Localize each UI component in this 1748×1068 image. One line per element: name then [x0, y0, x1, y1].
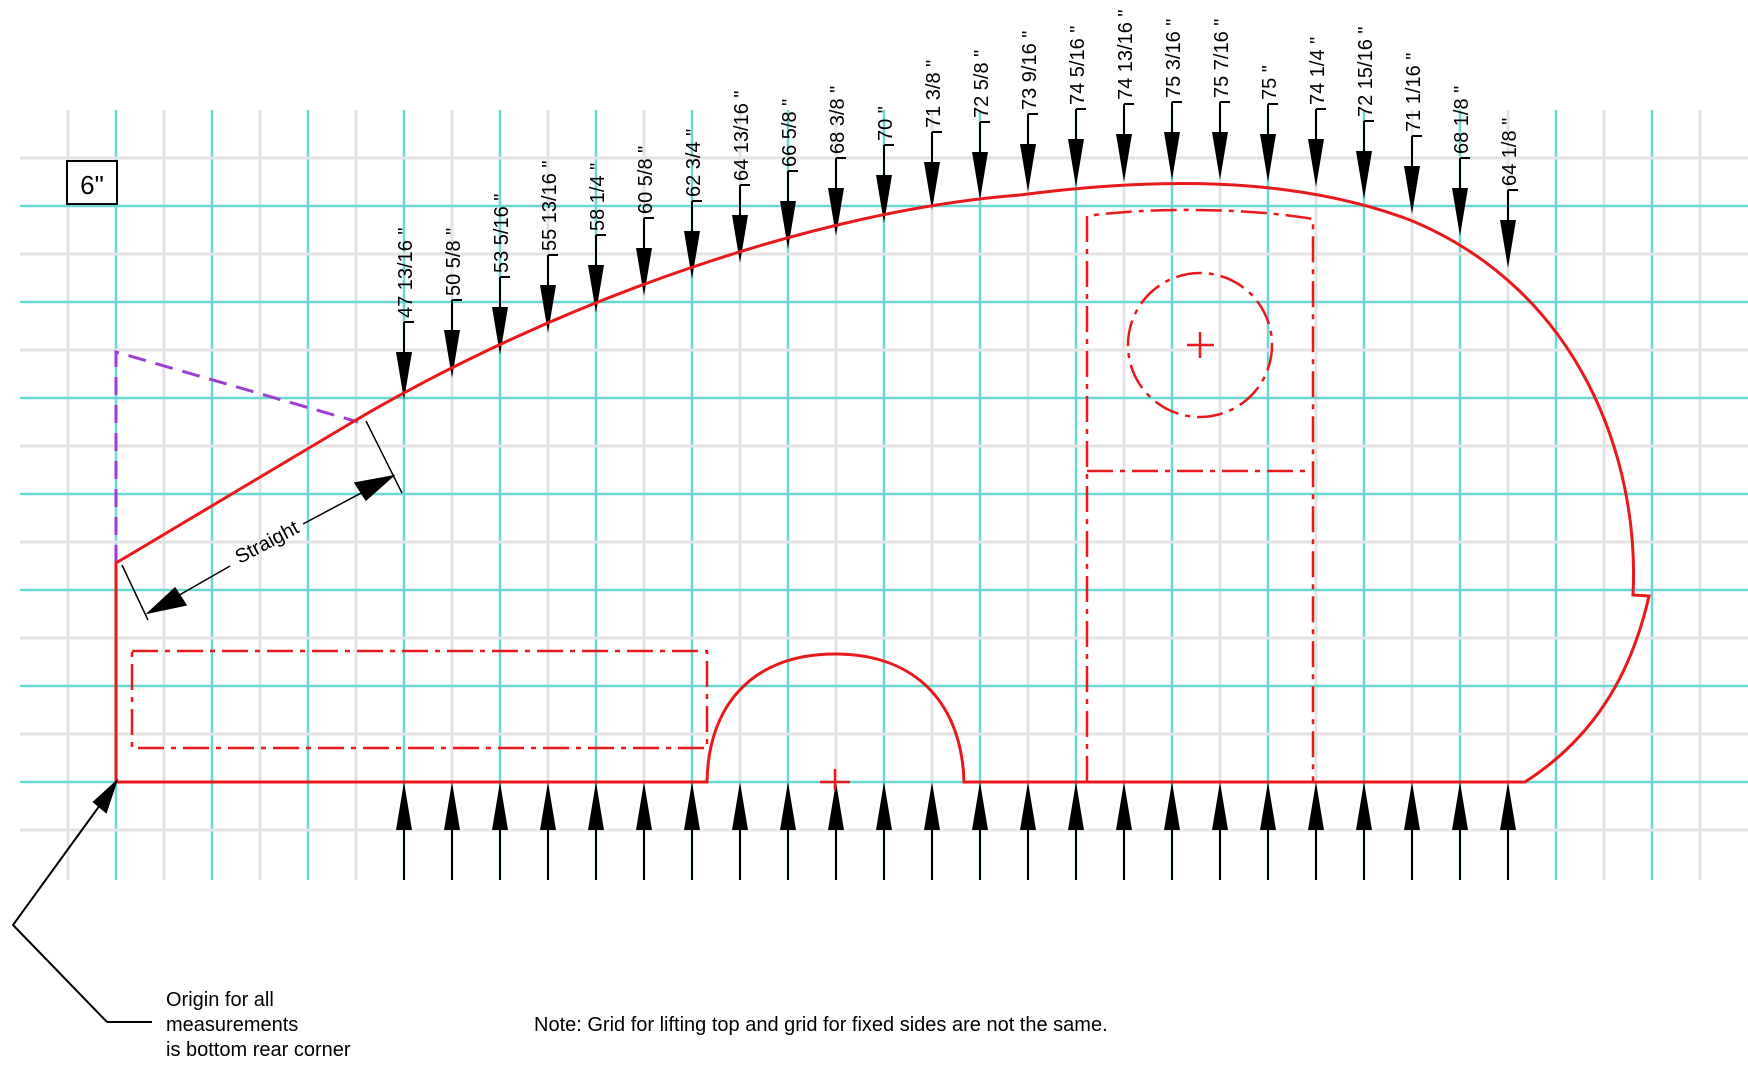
bottom-arrow: [588, 782, 604, 880]
top-arrow: 73 9/16 ": [1019, 31, 1041, 192]
top-arrow: 74 1/4 ": [1307, 37, 1329, 187]
measurement-label: 72 5/8 ": [971, 50, 993, 118]
bottom-measurement-arrows: [396, 782, 1516, 880]
bottom-arrow: [924, 782, 940, 880]
measurement-label: 68 1/8 ": [1451, 86, 1473, 154]
measurement-label: 75 ": [1259, 65, 1281, 100]
top-arrow: 72 15/16 ": [1355, 26, 1377, 199]
origin-leader: [11, 778, 152, 1023]
storage-compartment-outline: [130, 649, 709, 750]
measurement-label: 60 5/8 ": [635, 146, 657, 214]
bottom-arrow: [540, 782, 556, 880]
measurement-label: 55 13/16 ": [539, 160, 561, 251]
center-marks: [820, 332, 1214, 790]
measurement-label: 64 1/8 ": [1499, 118, 1521, 186]
measurement-label: 62 3/4 ": [683, 129, 705, 197]
measurement-label: 74 5/16 ": [1067, 26, 1089, 105]
bottom-arrow: [636, 782, 652, 880]
top-arrow: 70 ": [875, 106, 897, 223]
top-arrow: 50 5/8 ": [443, 228, 465, 378]
top-arrow: 75 3/16 ": [1163, 19, 1185, 180]
bottom-arrow: [780, 782, 796, 880]
bottom-arrow: [684, 782, 700, 880]
bottom-arrow: [1020, 782, 1036, 880]
measurement-label: 72 15/16 ": [1355, 26, 1377, 117]
measurement-label: 71 3/8 ": [923, 60, 945, 128]
bottom-arrow: [396, 782, 412, 880]
bottom-arrow: [1452, 782, 1468, 880]
bottom-arrow: [828, 782, 844, 880]
top-arrow: 62 3/4 ": [683, 129, 705, 279]
scale-label: 6": [80, 170, 104, 200]
measurement-label: 71 1/16 ": [1403, 53, 1425, 132]
top-arrow: 60 5/8 ": [635, 146, 657, 296]
bottom-arrow: [972, 782, 988, 880]
trailer-profile-outline: [114, 181, 1651, 784]
top-arrow: 75 7/16 ": [1211, 19, 1233, 180]
top-arrow: 75 ": [1259, 65, 1281, 182]
bottom-arrow: [444, 782, 460, 880]
bottom-arrow: [1164, 782, 1180, 880]
top-arrow: 74 13/16 ": [1115, 9, 1137, 182]
measurement-label: 68 3/8 ": [827, 86, 849, 154]
original-profile-guide: [114, 350, 359, 563]
origin-note-line-1: Origin for all: [166, 989, 274, 1011]
top-arrow: 68 3/8 ": [827, 86, 849, 236]
bottom-arrow: [1404, 782, 1420, 880]
bottom-arrow: [1068, 782, 1084, 880]
measurement-label: 74 13/16 ": [1115, 9, 1137, 100]
measurement-label: 74 1/4 ": [1307, 37, 1329, 105]
top-arrow: 64 1/8 ": [1499, 118, 1521, 268]
bottom-arrow: [876, 782, 892, 880]
window-outline: [1126, 271, 1274, 419]
measurement-label: 75 3/16 ": [1163, 19, 1185, 98]
bottom-arrow: [732, 782, 748, 880]
measurement-label: 50 5/8 ": [443, 228, 465, 296]
scale-box: 6": [66, 160, 118, 205]
bottom-arrow: [1116, 782, 1132, 880]
origin-note-line-3: is bottom rear corner: [166, 1039, 351, 1061]
bottom-arrow: [1260, 782, 1276, 880]
bottom-arrow: [1356, 782, 1372, 880]
bottom-arrow: [1500, 782, 1516, 880]
top-arrow: 72 5/8 ": [971, 50, 993, 200]
top-arrow: 58 1/4 ": [587, 163, 609, 313]
origin-note: Origin for all measurements is bottom re…: [166, 989, 351, 1061]
measurement-label: 75 7/16 ": [1211, 19, 1233, 98]
grid-note: Note: Grid for lifting top and grid for …: [534, 1014, 1108, 1036]
measurement-label: 58 1/4 ": [587, 163, 609, 231]
measurement-label: 66 5/8 ": [779, 99, 801, 167]
top-arrow: 74 5/16 ": [1067, 26, 1089, 187]
top-arrow: 55 13/16 ": [539, 160, 561, 333]
measurement-label: 73 9/16 ": [1019, 31, 1041, 110]
top-arrow: 53 5/16 ": [491, 194, 513, 355]
measurement-label: 70 ": [875, 106, 897, 141]
door-outline: [1085, 208, 1315, 784]
bottom-arrow: [492, 782, 508, 880]
measurement-label: 53 5/16 ": [491, 194, 513, 273]
top-arrow: 71 1/16 ": [1403, 53, 1425, 214]
origin-note-line-2: measurements: [166, 1014, 298, 1036]
top-arrow: 66 5/8 ": [779, 99, 801, 249]
top-arrow: 71 3/8 ": [923, 60, 945, 210]
top-arrow: 47 13/16 ": [395, 227, 417, 400]
top-measurement-arrows: 47 13/16 " 50 5/8 " 53 5/16 " 55 13/16 " 58 …: [395, 9, 1521, 400]
measurement-grid: [20, 110, 1748, 880]
top-arrow: 68 1/8 ": [1451, 86, 1473, 236]
top-arrow: 64 13/16 ": [731, 90, 753, 263]
measurement-label: 47 13/16 ": [395, 227, 417, 318]
interior-features: [130, 208, 1315, 784]
bottom-arrow: [1308, 782, 1324, 880]
bottom-arrow: [1212, 782, 1228, 880]
measurement-label: 64 13/16 ": [731, 90, 753, 181]
